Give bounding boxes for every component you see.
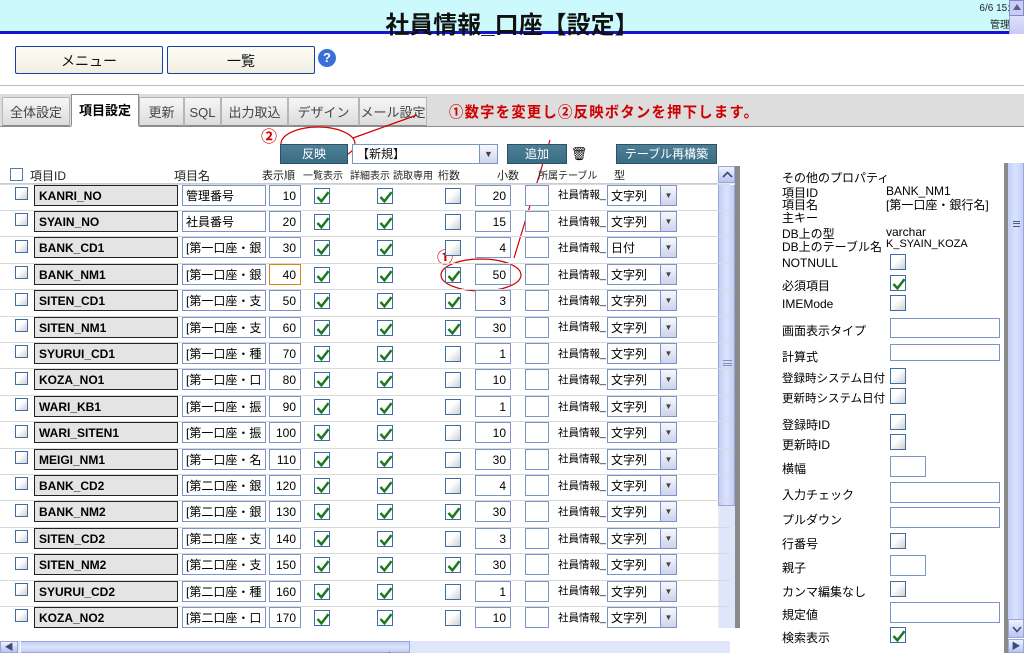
svg-text:②: ② bbox=[261, 128, 277, 146]
